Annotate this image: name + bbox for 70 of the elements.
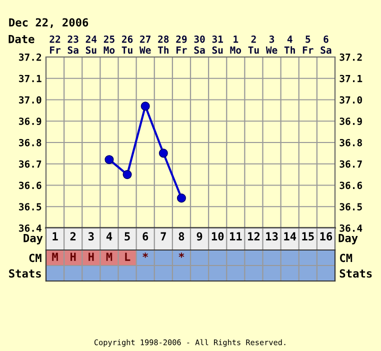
x-tick-label: 3 bbox=[88, 232, 94, 241]
y2-tick-label: Stats bbox=[340, 269, 372, 278]
x-tick-label: 29 Fr bbox=[176, 35, 187, 54]
x-tick-label: 1 Mo bbox=[230, 36, 242, 54]
x-tick-label: 6 Sa bbox=[320, 35, 332, 54]
y2-tick-label: 36.7 bbox=[340, 160, 362, 168]
point bbox=[176, 194, 186, 203]
x-tick-label: 8 bbox=[178, 232, 184, 241]
x-tick-label: 1 bbox=[52, 232, 58, 240]
y2-tick-label: 37.1 bbox=[340, 74, 362, 82]
y-tick-label: 37.1 bbox=[19, 74, 42, 82]
y-tick-label: CM bbox=[29, 254, 42, 262]
x-tick-label: 4 bbox=[106, 232, 112, 240]
y2-tick-label: 36.6 bbox=[340, 182, 362, 190]
x-axis-title: Day bbox=[24, 234, 43, 244]
y-tick-label: Stats bbox=[9, 269, 41, 278]
x-tick-label: 2 Tu bbox=[248, 35, 259, 54]
chart-title: Dec 22, 2006 bbox=[9, 18, 88, 28]
y-tick-label: 36.5 bbox=[19, 203, 42, 210]
y2-tick-label: 36.4 bbox=[340, 224, 362, 232]
y2-tick-label: CM bbox=[340, 254, 352, 262]
x-tick-label: 13 bbox=[266, 232, 278, 241]
y2-tick-label: 36.8 bbox=[340, 138, 362, 146]
y2-tick-label: 37.2 bbox=[340, 53, 362, 61]
x-tick-label: 7 bbox=[160, 232, 166, 240]
point bbox=[122, 170, 132, 180]
text: M bbox=[106, 252, 112, 261]
x-tick-label: 14 bbox=[284, 232, 296, 240]
x-tick-label: 6 bbox=[142, 232, 148, 241]
x-tick-label: 11 bbox=[230, 232, 242, 240]
x-tick-label: 5 Fr bbox=[302, 36, 314, 54]
point bbox=[158, 148, 168, 158]
y-tick-label: 36.9 bbox=[19, 118, 42, 126]
text: H bbox=[88, 252, 94, 261]
y2-tick-label: 36.9 bbox=[340, 118, 362, 126]
y2-tick-label: 36.5 bbox=[340, 203, 362, 210]
x-tick-label: 3 We bbox=[266, 35, 278, 54]
text: H bbox=[70, 252, 76, 261]
point bbox=[140, 102, 150, 111]
y-tick-label: 37.0 bbox=[19, 96, 42, 104]
x-tick-label: 15 bbox=[302, 232, 314, 241]
point bbox=[104, 155, 114, 164]
y-tick-label: 36.8 bbox=[19, 138, 42, 146]
y2-tick-label: 37.0 bbox=[340, 96, 362, 104]
text: L bbox=[125, 252, 130, 261]
x-tick-label: 26 Tu bbox=[122, 35, 133, 54]
text: * bbox=[178, 252, 184, 258]
text: M bbox=[52, 252, 58, 261]
x-tick-label: 23 Sa bbox=[68, 35, 78, 54]
x-tick-label: 31 Su bbox=[212, 35, 223, 54]
x-axis-title: Date bbox=[8, 34, 34, 44]
text: Day bbox=[338, 234, 358, 244]
x-tick-label: 9 bbox=[196, 232, 202, 241]
x-tick-label: 30 Sa bbox=[194, 35, 205, 54]
x-tick-label: 16 bbox=[320, 232, 332, 241]
x-tick-label: 4 Th bbox=[284, 36, 295, 54]
x-tick-label: 2 bbox=[70, 232, 76, 240]
x-tick-label: 12 bbox=[248, 232, 260, 240]
x-tick-label: 28 Th bbox=[158, 35, 169, 54]
x-tick-label: 10 bbox=[212, 232, 224, 241]
y-tick-label: 36.7 bbox=[19, 160, 42, 168]
x-tick-label: 24 Su bbox=[86, 35, 97, 54]
y-tick-label: 36.6 bbox=[19, 182, 42, 190]
x-tick-label: 27 We bbox=[139, 35, 151, 54]
y-tick-label: 37.2 bbox=[19, 53, 42, 61]
x-tick-label: 22 Fr bbox=[50, 35, 60, 54]
x-tick-label: 5 bbox=[124, 232, 130, 241]
text: * bbox=[142, 252, 148, 258]
x-tick-label: 25 Mo bbox=[104, 35, 115, 54]
y-tick-label: 36.4 bbox=[19, 224, 42, 232]
